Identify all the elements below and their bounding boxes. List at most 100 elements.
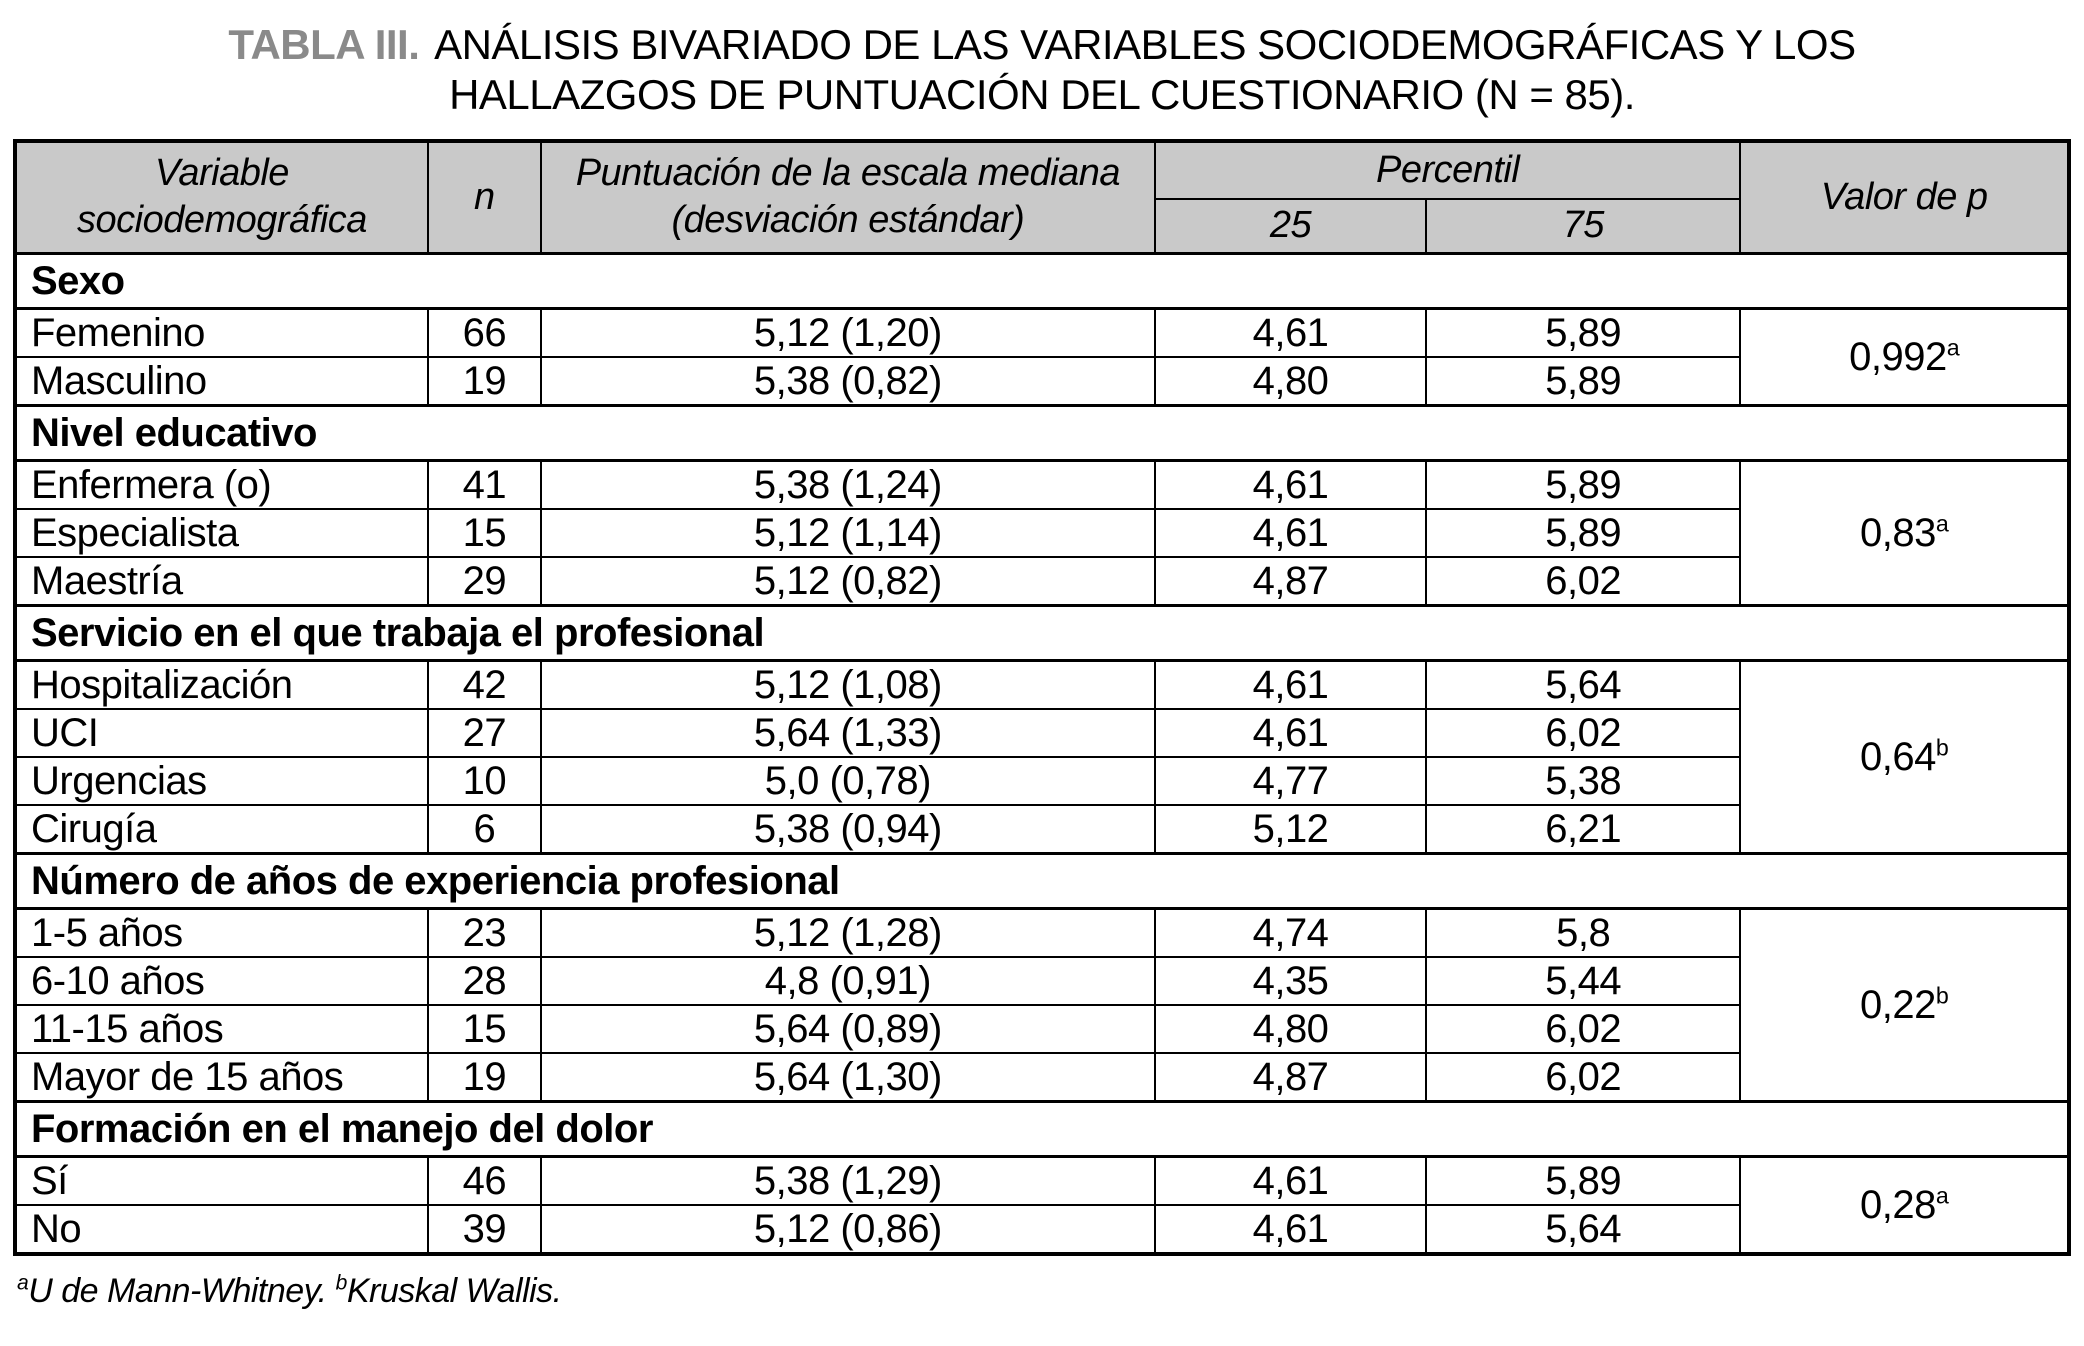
p25-cell: 4,74 [1153, 907, 1428, 958]
p-value: 0,83 [1860, 510, 1936, 555]
n-cell: 6 [426, 803, 542, 855]
score-cell: 5,38 (1,24) [539, 459, 1156, 510]
p-value-cell: 0,64b [1739, 659, 2070, 855]
table-row: Urgencias 10 5,0 (0,78) 4,77 5,38 [14, 755, 2069, 806]
col-header-variable: Variable sociodemográfica [14, 139, 429, 255]
score-cell: 5,64 (1,33) [539, 707, 1156, 758]
row-label: Maestría [14, 555, 429, 607]
p75-cell: 6,02 [1425, 1003, 1742, 1054]
p-value-superscript: b [1935, 982, 1949, 1009]
table-row: UCI 27 5,64 (1,33) 4,61 6,02 [14, 707, 2069, 758]
p25-cell: 4,61 [1153, 659, 1428, 710]
table-row: 1-5 años 23 5,12 (1,28) 4,74 5,8 0,22b [14, 907, 2070, 1103]
row-label: Sí [14, 1155, 429, 1206]
n-cell: 46 [426, 1155, 542, 1206]
p75-cell: 5,89 [1425, 459, 1742, 510]
p25-cell: 4,80 [1153, 1003, 1428, 1054]
row-label: UCI [14, 707, 429, 758]
footnote-text-a: U de Mann-Whitney. [28, 1271, 327, 1310]
table-row: Sí 46 5,38 (1,29) 4,61 5,89 0,28a [14, 1155, 2070, 1255]
score-cell: 5,38 (1,29) [539, 1155, 1156, 1206]
col-header-pvalue: Valor de p [1739, 139, 2070, 255]
p75-cell: 5,89 [1425, 307, 1742, 358]
p75-cell: 6,21 [1425, 803, 1742, 855]
p75-cell: 6,02 [1425, 555, 1742, 607]
p25-cell: 4,80 [1153, 355, 1428, 407]
n-cell: 29 [426, 555, 542, 607]
table-header: Variable sociodemográfica n Puntuación d… [14, 139, 2070, 255]
table-number-label: TABLA III. [228, 21, 420, 68]
bivariate-analysis-table: Variable sociodemográfica n Puntuación d… [13, 138, 2071, 1256]
section-title: Formación en el manejo del dolor [14, 1099, 2070, 1158]
p-value: 0,992 [1849, 334, 1947, 379]
row-label: 1-5 años [14, 907, 429, 958]
section-header-sexo: Sexo [14, 251, 2070, 310]
table-row: No 39 5,12 (0,86) 4,61 5,64 [14, 1203, 2069, 1255]
score-cell: 5,12 (1,20) [539, 307, 1156, 358]
row-label: Masculino [14, 355, 429, 407]
p75-cell: 5,89 [1425, 507, 1742, 558]
p25-cell: 4,61 [1153, 459, 1428, 510]
p75-cell: 5,44 [1425, 955, 1742, 1006]
p-value-cell: 0,28a [1739, 1155, 2070, 1255]
score-cell: 5,38 (0,94) [539, 803, 1156, 855]
section-header-formacion: Formación en el manejo del dolor [14, 1099, 2070, 1158]
p25-cell: 4,61 [1153, 1155, 1428, 1206]
section-title: Número de años de experiencia profesiona… [14, 851, 2070, 910]
p25-cell: 4,61 [1153, 307, 1428, 358]
n-cell: 41 [426, 459, 542, 510]
table-row: Hospitalización 42 5,12 (1,08) 4,61 5,64… [14, 659, 2070, 855]
p25-cell: 4,87 [1153, 555, 1428, 607]
section-title: Nivel educativo [14, 403, 2070, 462]
section-header-servicio: Servicio en el que trabaja el profesiona… [14, 603, 2070, 662]
section-header-nivel-educativo: Nivel educativo [14, 403, 2070, 462]
row-label: Enfermera (o) [14, 459, 429, 510]
table-row: Cirugía 6 5,38 (0,94) 5,12 6,21 [14, 803, 2069, 855]
n-cell: 28 [426, 955, 542, 1006]
row-label: 11-15 años [14, 1003, 429, 1054]
n-cell: 15 [426, 1003, 542, 1054]
p75-cell: 5,8 [1425, 907, 1742, 958]
n-cell: 66 [426, 307, 542, 358]
score-cell: 5,12 (1,28) [539, 907, 1156, 958]
p75-cell: 5,89 [1425, 355, 1742, 407]
section-title: Sexo [14, 251, 2070, 310]
p25-cell: 5,12 [1153, 803, 1428, 855]
n-cell: 27 [426, 707, 542, 758]
p-value-cell: 0,22b [1739, 907, 2070, 1103]
p-value-superscript: a [1935, 510, 1949, 537]
col-header-p75: 75 [1425, 198, 1742, 255]
n-cell: 10 [426, 755, 542, 806]
row-label: Especialista [14, 507, 429, 558]
header-row-1: Variable sociodemográfica n Puntuación d… [14, 139, 2070, 255]
p25-cell: 4,61 [1153, 707, 1428, 758]
row-label: 6-10 años [14, 955, 429, 1006]
table-row: Mayor de 15 años 19 5,64 (1,30) 4,87 6,0… [14, 1051, 2069, 1103]
table-row: Especialista 15 5,12 (1,14) 4,61 5,89 [14, 507, 2069, 558]
footnote-superscript-a: a [17, 1271, 29, 1295]
p-value-superscript: a [1935, 1182, 1949, 1209]
score-cell: 5,12 (0,86) [539, 1203, 1156, 1255]
p-value-superscript: b [1935, 734, 1949, 761]
col-header-score: Puntuación de la escala mediana (desviac… [539, 139, 1156, 255]
p-value: 0,28 [1860, 1182, 1936, 1227]
n-cell: 23 [426, 907, 542, 958]
p25-cell: 4,77 [1153, 755, 1428, 806]
table-title-text: ANÁLISIS BIVARIADO DE LAS VARIABLES SOCI… [434, 21, 1856, 119]
table-row: 6-10 años 28 4,8 (0,91) 4,35 5,44 [14, 955, 2069, 1006]
p75-cell: 5,38 [1425, 755, 1742, 806]
table-title: TABLA III. ANÁLISIS BIVARIADO DE LAS VARI… [192, 20, 1892, 121]
score-cell: 5,12 (0,82) [539, 555, 1156, 607]
footnote-superscript-b: b [335, 1271, 348, 1295]
col-header-p25: 25 [1153, 198, 1428, 255]
score-cell: 5,12 (1,14) [539, 507, 1156, 558]
section-title: Servicio en el que trabaja el profesiona… [14, 603, 2070, 662]
table-row: 11-15 años 15 5,64 (0,89) 4,80 6,02 [14, 1003, 2069, 1054]
p75-cell: 5,89 [1425, 1155, 1742, 1206]
col-header-percentile: Percentil [1153, 139, 1742, 201]
row-label: Hospitalización [14, 659, 429, 710]
p-value-cell: 0,83a [1739, 459, 2070, 607]
n-cell: 39 [426, 1203, 542, 1255]
p75-cell: 5,64 [1425, 1203, 1742, 1255]
n-cell: 42 [426, 659, 542, 710]
